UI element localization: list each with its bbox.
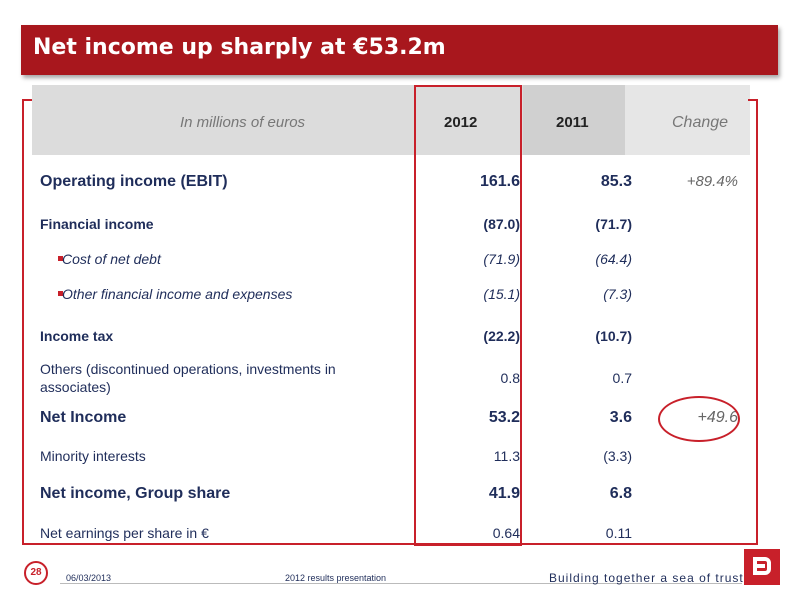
row-label: Net Income bbox=[40, 409, 127, 426]
frame-top-right-edge bbox=[748, 99, 758, 101]
value-2011: (10.7) bbox=[595, 328, 632, 344]
value-2011: (3.3) bbox=[603, 448, 632, 464]
table-frame bbox=[22, 99, 758, 545]
value-2012: 53.2 bbox=[488, 409, 520, 426]
value-2011: (64.4) bbox=[595, 251, 632, 267]
value-2012: 161.6 bbox=[479, 173, 520, 190]
value-2012: 41.9 bbox=[488, 485, 520, 502]
bullet-icon bbox=[58, 291, 63, 296]
row-label: Operating income (EBIT) bbox=[40, 173, 228, 190]
header-2011-cell bbox=[523, 85, 625, 155]
value-2011: (7.3) bbox=[603, 286, 632, 302]
value-2011: 0.11 bbox=[605, 525, 632, 541]
highlight-2012-column bbox=[414, 85, 522, 546]
highlight-circle bbox=[658, 396, 740, 442]
row-label: Net earnings per share in € bbox=[40, 525, 209, 541]
row-label: Financial income bbox=[40, 216, 154, 232]
footer-tagline: Building together a sea of trust bbox=[549, 571, 744, 585]
company-logo-icon bbox=[744, 549, 780, 585]
header-units: In millions of euros bbox=[180, 114, 306, 131]
value-change: +89.4% bbox=[686, 173, 738, 190]
value-2011: 85.3 bbox=[600, 173, 632, 190]
page-title: Net income up sharply at €53.2m bbox=[33, 35, 446, 60]
row-label: Minority interests bbox=[40, 448, 146, 464]
value-2012: 11.3 bbox=[493, 448, 520, 464]
header-change-cell bbox=[625, 85, 750, 155]
value-2012: (22.2) bbox=[483, 328, 520, 344]
footer-presentation-title: 2012 results presentation bbox=[285, 573, 387, 583]
value-2011: 0.7 bbox=[612, 370, 632, 386]
footer-divider bbox=[60, 583, 742, 584]
value-2012: (87.0) bbox=[483, 216, 520, 232]
header-2012: 2012 bbox=[444, 114, 478, 131]
row-label: Income tax bbox=[40, 328, 114, 344]
row-label: Other financial income and expenses bbox=[62, 286, 293, 302]
row-label: Others (discontinued operations, investm… bbox=[40, 361, 336, 395]
footer-date: 06/03/2013 bbox=[66, 573, 112, 583]
value-2012: 0.8 bbox=[500, 370, 520, 386]
bullet-icon bbox=[58, 256, 63, 261]
value-2011: (71.7) bbox=[595, 216, 632, 232]
title-bar: Net income up sharply at €53.2m bbox=[21, 25, 778, 75]
logo-b-glyph bbox=[753, 557, 771, 575]
frame-top-left-edge bbox=[22, 99, 32, 101]
row-label-sub: Other financial income and expenses bbox=[40, 286, 292, 302]
row-label-sub: Cost of net debt bbox=[40, 251, 161, 267]
row-label: Net income, Group share bbox=[40, 485, 231, 502]
page-number: 28 bbox=[24, 561, 48, 585]
value-2011: 6.8 bbox=[609, 485, 632, 502]
value-2012: 0.64 bbox=[492, 525, 520, 541]
value-2012: (15.1) bbox=[483, 286, 520, 302]
header-change: Change bbox=[672, 114, 729, 131]
header-2011: 2011 bbox=[556, 114, 589, 131]
value-2012: (71.9) bbox=[483, 251, 520, 267]
row-label: Cost of net debt bbox=[62, 251, 161, 267]
value-2011: 3.6 bbox=[609, 409, 632, 426]
